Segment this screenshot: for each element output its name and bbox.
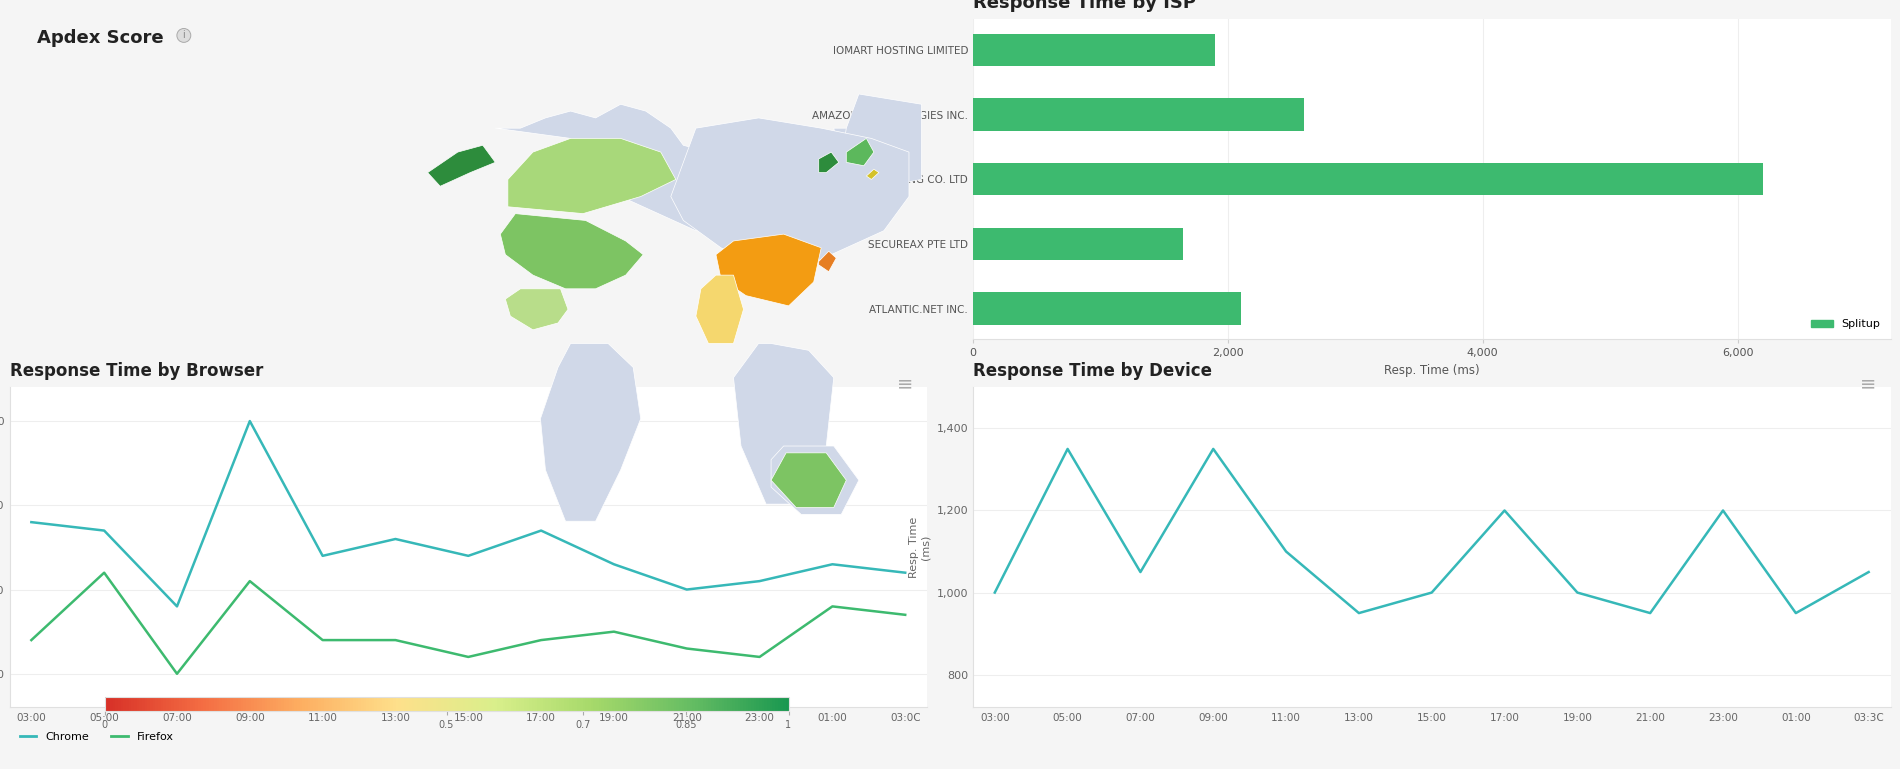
Polygon shape — [842, 94, 922, 186]
Text: ≡: ≡ — [1860, 375, 1877, 394]
Polygon shape — [496, 105, 771, 231]
Polygon shape — [716, 234, 821, 306]
Polygon shape — [771, 453, 846, 508]
Text: Response Time by Browser: Response Time by Browser — [10, 362, 262, 380]
Text: Apdex Score: Apdex Score — [36, 28, 163, 47]
Polygon shape — [834, 128, 922, 186]
X-axis label: Resp. Time (ms): Resp. Time (ms) — [1383, 364, 1480, 377]
Polygon shape — [671, 118, 908, 265]
Bar — [973, 228, 1184, 260]
Polygon shape — [771, 446, 859, 514]
Polygon shape — [505, 289, 568, 330]
Polygon shape — [428, 145, 496, 186]
Text: Response Time by ISP: Response Time by ISP — [973, 0, 1195, 12]
Polygon shape — [819, 152, 838, 172]
Polygon shape — [819, 251, 836, 271]
Text: Response Time by Device: Response Time by Device — [973, 362, 1212, 380]
Y-axis label: Resp. Time
(ms): Resp. Time (ms) — [910, 517, 931, 578]
Polygon shape — [695, 275, 743, 344]
Polygon shape — [507, 138, 676, 214]
Polygon shape — [846, 138, 874, 166]
Legend: Splitup: Splitup — [1807, 315, 1885, 334]
Polygon shape — [540, 344, 640, 521]
Text: i: i — [182, 31, 184, 41]
Polygon shape — [733, 344, 834, 504]
Polygon shape — [866, 169, 880, 179]
Bar — [973, 98, 1303, 131]
Text: ≡: ≡ — [897, 375, 914, 394]
Bar — [973, 292, 1241, 325]
Polygon shape — [500, 214, 644, 289]
Bar — [973, 163, 1763, 195]
Legend: Chrome, Firefox: Chrome, Firefox — [15, 727, 179, 747]
Bar — [973, 34, 1216, 66]
